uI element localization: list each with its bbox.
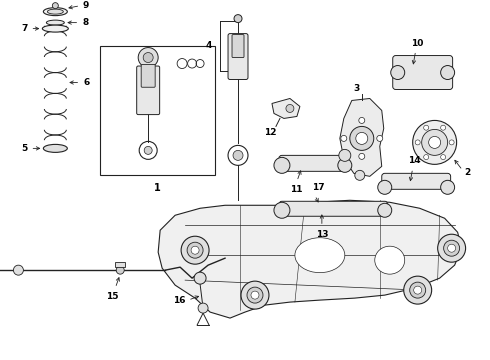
Circle shape bbox=[339, 149, 351, 161]
Circle shape bbox=[441, 180, 455, 194]
Circle shape bbox=[187, 242, 203, 258]
Circle shape bbox=[378, 203, 392, 217]
Polygon shape bbox=[158, 200, 462, 318]
Circle shape bbox=[441, 154, 445, 159]
Circle shape bbox=[274, 202, 290, 218]
Text: 12: 12 bbox=[264, 129, 276, 138]
Circle shape bbox=[449, 140, 454, 145]
FancyBboxPatch shape bbox=[279, 156, 348, 171]
Circle shape bbox=[247, 287, 263, 303]
Circle shape bbox=[13, 265, 24, 275]
FancyBboxPatch shape bbox=[392, 55, 453, 90]
Text: 13: 13 bbox=[316, 230, 328, 239]
Circle shape bbox=[355, 170, 365, 180]
Circle shape bbox=[414, 286, 422, 294]
Circle shape bbox=[424, 125, 429, 130]
Bar bbox=[100, 46, 215, 175]
Text: 17: 17 bbox=[312, 183, 324, 192]
Text: 16: 16 bbox=[172, 296, 185, 305]
Ellipse shape bbox=[47, 20, 64, 25]
FancyBboxPatch shape bbox=[382, 173, 451, 189]
Circle shape bbox=[286, 104, 294, 112]
Text: 6: 6 bbox=[83, 78, 90, 87]
Circle shape bbox=[181, 236, 209, 264]
Text: 7: 7 bbox=[21, 24, 27, 33]
Circle shape bbox=[429, 136, 441, 148]
Text: 3: 3 bbox=[354, 85, 360, 94]
FancyBboxPatch shape bbox=[232, 35, 244, 58]
Ellipse shape bbox=[42, 25, 68, 32]
Ellipse shape bbox=[295, 238, 345, 273]
Circle shape bbox=[441, 125, 445, 130]
Circle shape bbox=[443, 240, 460, 256]
FancyBboxPatch shape bbox=[141, 64, 155, 87]
Circle shape bbox=[338, 158, 352, 172]
Circle shape bbox=[415, 140, 420, 145]
Circle shape bbox=[143, 53, 153, 63]
Circle shape bbox=[391, 66, 405, 80]
Circle shape bbox=[350, 126, 374, 150]
Text: 10: 10 bbox=[412, 39, 424, 48]
Circle shape bbox=[448, 244, 456, 252]
Text: 1: 1 bbox=[154, 183, 161, 193]
Circle shape bbox=[359, 153, 365, 159]
FancyBboxPatch shape bbox=[137, 66, 160, 114]
Text: 5: 5 bbox=[21, 144, 27, 153]
Ellipse shape bbox=[375, 246, 405, 274]
Circle shape bbox=[341, 135, 347, 141]
Text: 4: 4 bbox=[206, 41, 212, 50]
Circle shape bbox=[274, 157, 290, 173]
Circle shape bbox=[377, 135, 383, 141]
FancyBboxPatch shape bbox=[279, 201, 388, 216]
Circle shape bbox=[194, 272, 206, 284]
Circle shape bbox=[144, 147, 152, 154]
FancyBboxPatch shape bbox=[228, 33, 248, 80]
Text: 9: 9 bbox=[82, 1, 89, 10]
Circle shape bbox=[424, 154, 429, 159]
Text: 2: 2 bbox=[465, 168, 471, 177]
Circle shape bbox=[359, 117, 365, 123]
Circle shape bbox=[251, 291, 259, 299]
Circle shape bbox=[233, 150, 243, 160]
Circle shape bbox=[438, 234, 465, 262]
Ellipse shape bbox=[43, 144, 67, 152]
Polygon shape bbox=[340, 99, 384, 176]
Circle shape bbox=[378, 180, 392, 194]
Circle shape bbox=[404, 276, 432, 304]
Circle shape bbox=[422, 129, 448, 156]
Circle shape bbox=[234, 15, 242, 23]
Text: 14: 14 bbox=[408, 156, 421, 165]
Bar bbox=[115, 262, 125, 267]
Ellipse shape bbox=[48, 9, 63, 14]
Circle shape bbox=[116, 266, 124, 274]
Text: 8: 8 bbox=[82, 18, 89, 27]
Circle shape bbox=[198, 303, 208, 313]
Circle shape bbox=[410, 282, 426, 298]
Circle shape bbox=[356, 132, 368, 144]
Circle shape bbox=[191, 246, 199, 254]
Circle shape bbox=[138, 48, 158, 68]
Ellipse shape bbox=[43, 8, 67, 15]
Circle shape bbox=[52, 3, 58, 9]
Text: 11: 11 bbox=[290, 185, 302, 194]
Circle shape bbox=[413, 121, 457, 165]
Circle shape bbox=[441, 66, 455, 80]
Circle shape bbox=[241, 281, 269, 309]
Polygon shape bbox=[272, 99, 300, 118]
Text: 15: 15 bbox=[106, 292, 119, 301]
